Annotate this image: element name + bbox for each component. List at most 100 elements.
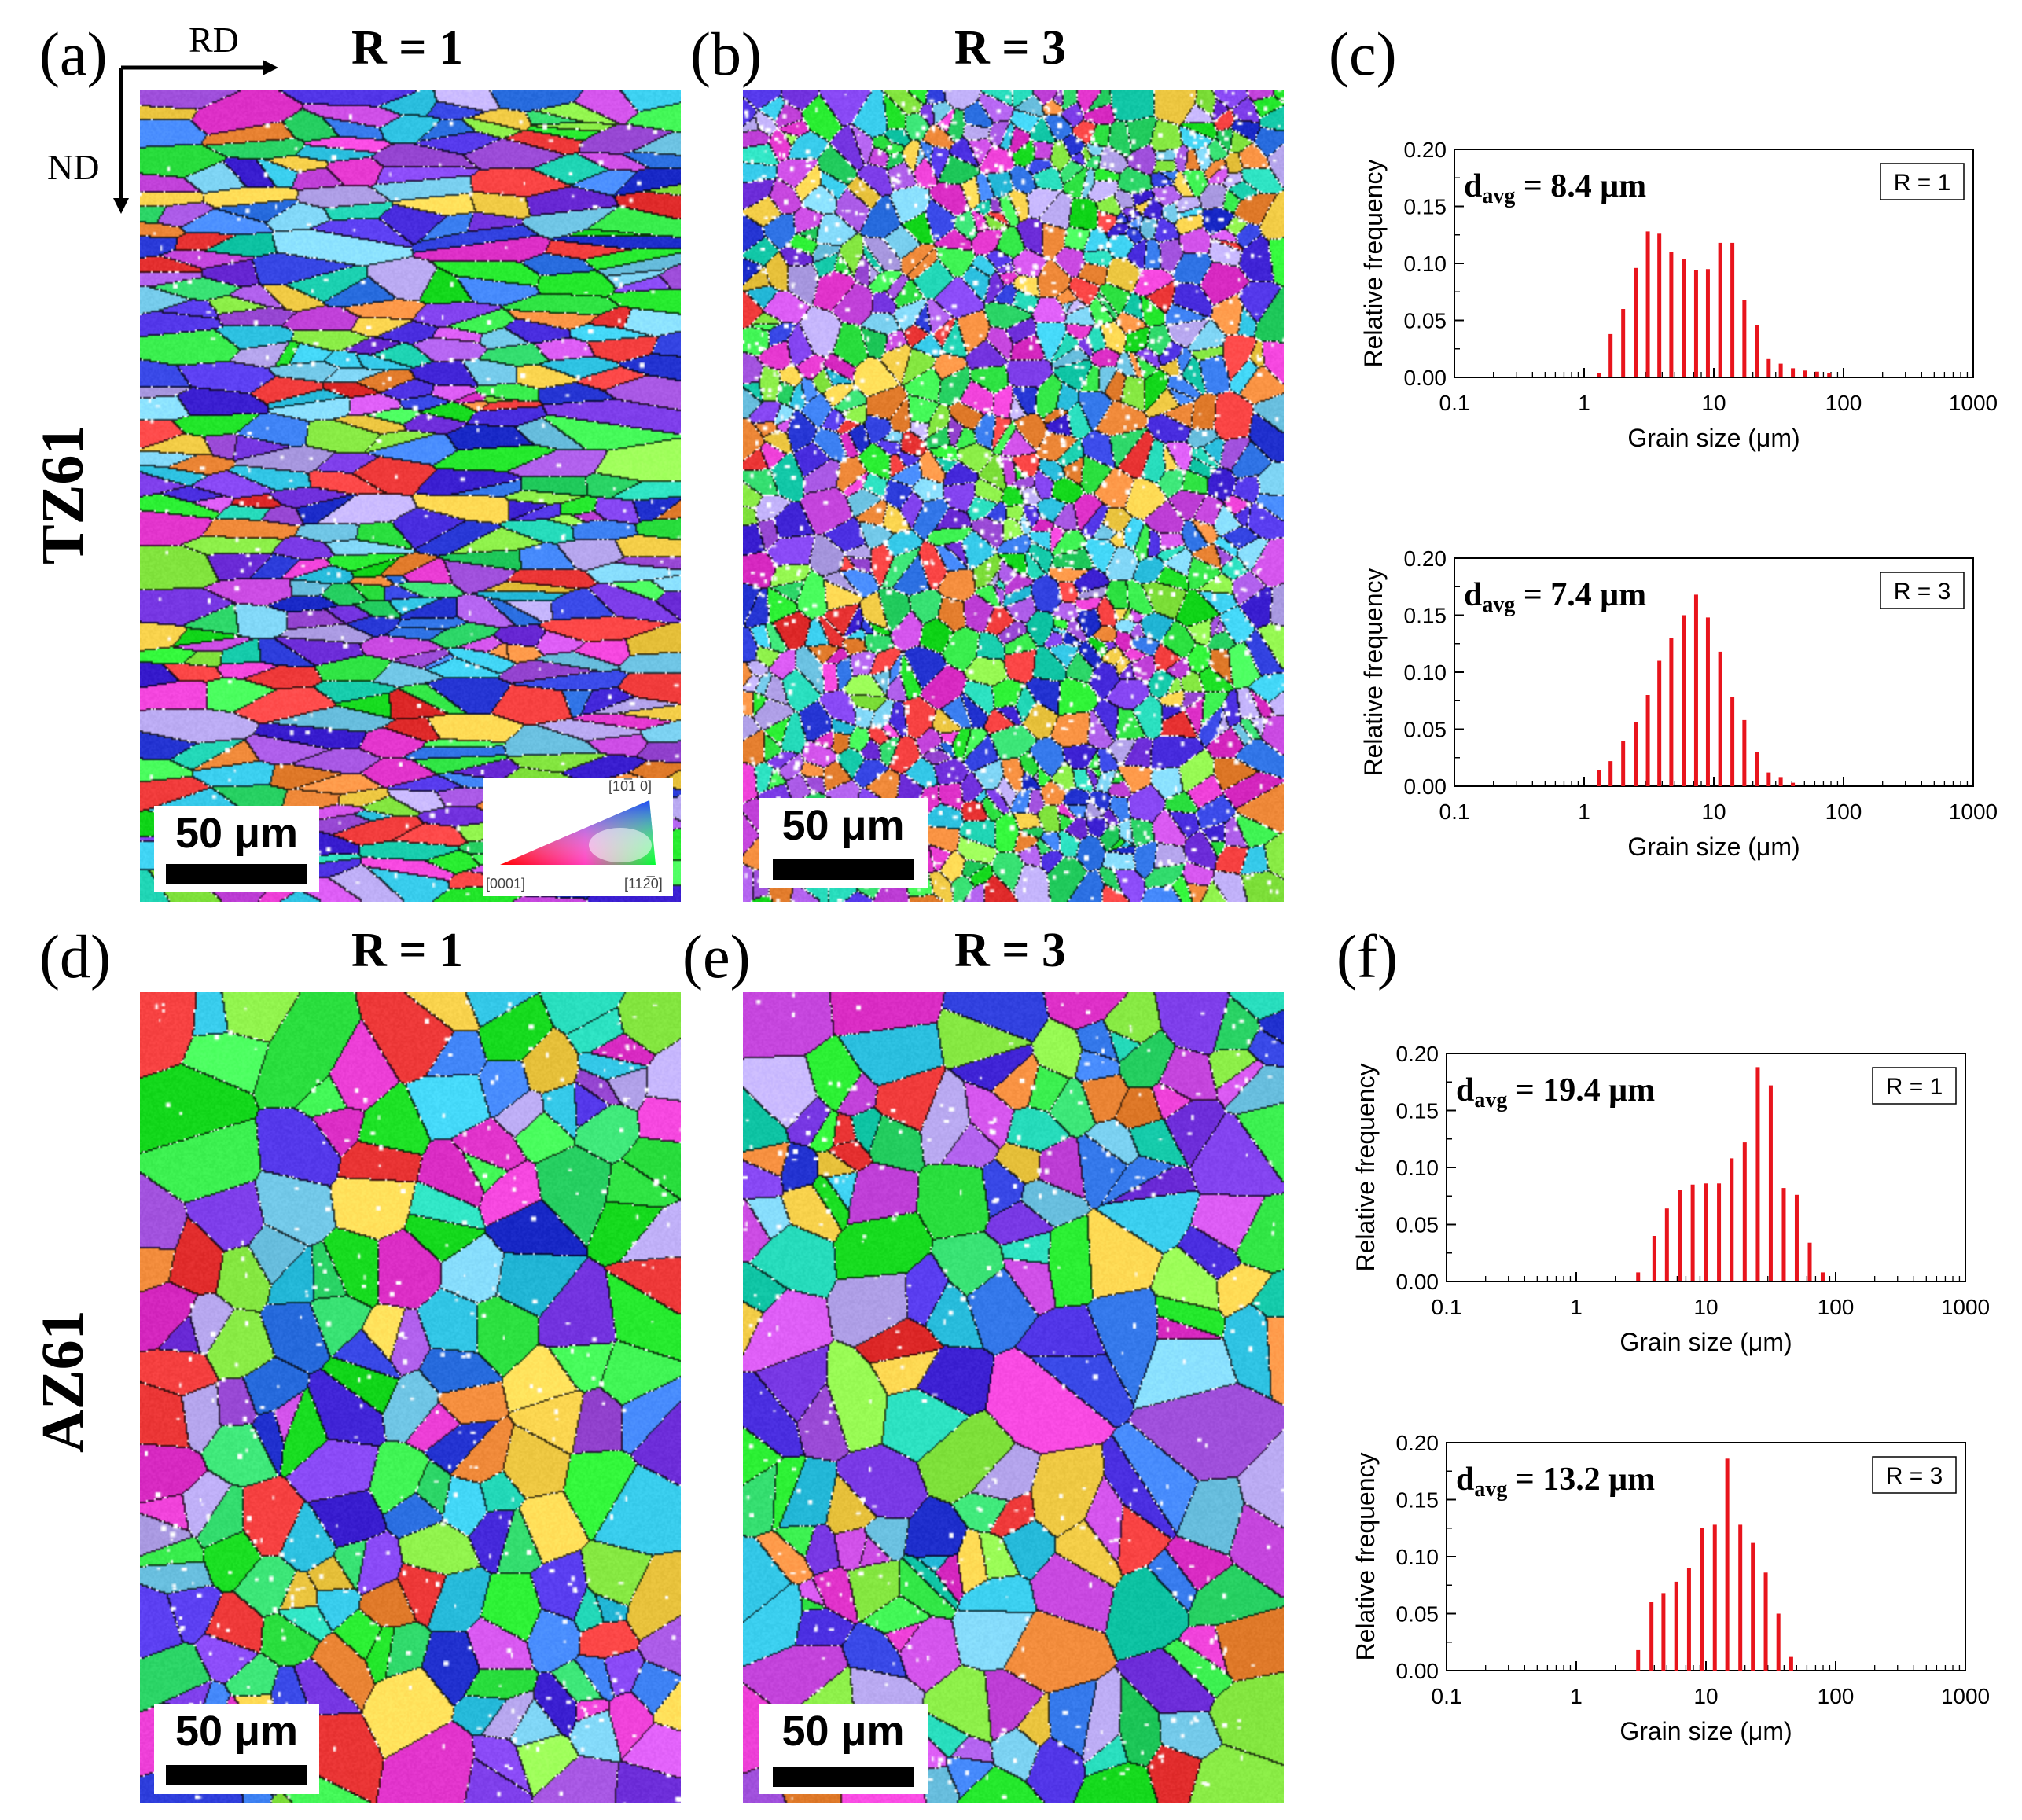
y-tick-label: 0.15 xyxy=(1404,195,1447,219)
legend-box: R = 1 xyxy=(1872,1067,1957,1105)
y-tick-label: 0.20 xyxy=(1396,1431,1439,1455)
scale-bar-line xyxy=(166,1765,307,1785)
histogram-svg: 0.00 0.05 0.10 0.15 0.20 0.1 1 10 100 1000 Grain s… xyxy=(1359,546,1998,861)
axes-arrows xyxy=(113,60,278,214)
axes-indicator: RD ND xyxy=(47,22,299,220)
map-title-e: R = 3 xyxy=(954,924,1067,977)
ebsd-map-d: 50 μm xyxy=(140,992,681,1803)
histogram-bar xyxy=(1718,651,1722,786)
histogram-bar xyxy=(1766,772,1771,786)
histogram-svg: 0.00 0.05 0.10 0.15 0.20 0.1 1 10 100 1000 Grain s… xyxy=(1359,138,1998,452)
y-axis-label: Relative frequency xyxy=(1351,1452,1380,1660)
map-title-a: R = 1 xyxy=(351,21,464,75)
x-tick-label: 0.1 xyxy=(1432,1295,1462,1319)
histogram-bar xyxy=(1669,252,1674,377)
avg-grain-size-annotation: davg = 13.2 μm xyxy=(1456,1462,1655,1502)
histogram-bar xyxy=(1682,259,1686,377)
histogram-svg: 0.00 0.05 0.10 0.15 0.20 0.1 1 10 100 1000 Grain s… xyxy=(1351,1431,1990,1745)
histogram-bar xyxy=(1705,617,1710,786)
x-axis-label: Grain size (μm) xyxy=(1619,1717,1792,1745)
histogram-bar xyxy=(1621,309,1626,377)
legend-label: R = 1 xyxy=(1894,170,1951,196)
y-axis-label: Relative frequency xyxy=(1359,159,1388,367)
histogram-bar xyxy=(1781,1188,1786,1281)
y-tick-label: 0.10 xyxy=(1396,1156,1439,1180)
panel-label-e: (e) xyxy=(682,922,751,991)
histogram-bar xyxy=(1608,761,1613,786)
histogram-bar xyxy=(1791,368,1796,377)
histogram-bar xyxy=(1649,1602,1654,1671)
histogram-bar xyxy=(1712,1524,1717,1671)
scale-bar-a: 50 μm xyxy=(154,806,319,892)
histogram-bar xyxy=(1768,1085,1773,1281)
scale-bar-b: 50 μm xyxy=(759,798,928,888)
histogram-bar xyxy=(1730,1158,1734,1281)
legend-box: R = 1 xyxy=(1880,163,1965,200)
histogram-bar xyxy=(1608,333,1613,377)
histogram-bar xyxy=(1634,722,1638,786)
y-tick-label: 0.10 xyxy=(1404,660,1447,685)
histogram-bar xyxy=(1776,1613,1781,1671)
ebsd-canvas-e xyxy=(743,992,1284,1803)
ebsd-canvas-b xyxy=(743,90,1284,902)
histogram-bar xyxy=(1693,270,1698,377)
histogram-bar xyxy=(1661,1593,1666,1671)
y-tick-label: 0.00 xyxy=(1396,1659,1439,1683)
histogram-bar xyxy=(1766,358,1771,377)
histogram-bar xyxy=(1755,1067,1760,1281)
histogram-bar xyxy=(1704,1183,1708,1281)
y-tick-label: 0.00 xyxy=(1404,366,1447,390)
histogram-bar xyxy=(1730,697,1735,786)
panel-label-b: (b) xyxy=(690,20,762,88)
histogram-bar xyxy=(1738,1524,1743,1671)
ebsd-map-b: 50 μm xyxy=(743,90,1284,902)
avg-grain-size-annotation: davg = 8.4 μm xyxy=(1464,168,1646,208)
histogram-bar xyxy=(1597,770,1601,786)
histogram-bar xyxy=(1700,1528,1704,1671)
y-tick-label: 0.00 xyxy=(1396,1270,1439,1294)
histogram-bar xyxy=(1718,242,1722,377)
scale-bar-line xyxy=(773,859,914,880)
y-tick-label: 0.05 xyxy=(1396,1602,1439,1627)
histogram-bar xyxy=(1820,1272,1825,1281)
scale-bar-label: 50 μm xyxy=(175,810,299,857)
histogram-f-top: 0.00 0.05 0.10 0.15 0.20 0.1 1 10 100 1000 Grain s… xyxy=(1329,1038,2005,1376)
histogram-bar xyxy=(1742,300,1747,377)
x-tick-label: 1 xyxy=(1570,1684,1583,1708)
ebsd-map-e: 50 μm xyxy=(743,992,1284,1803)
histogram-bar xyxy=(1742,1142,1747,1281)
avg-grain-size-annotation: davg = 19.4 μm xyxy=(1456,1072,1655,1112)
histogram-bar xyxy=(1621,741,1626,786)
histogram-bar xyxy=(1652,1236,1656,1281)
histogram-bar xyxy=(1682,615,1686,786)
histogram-bar xyxy=(1664,1208,1669,1281)
panel-label-a: (a) xyxy=(39,20,108,88)
ebsd-canvas-a xyxy=(140,90,681,902)
y-tick-label: 0.10 xyxy=(1396,1545,1439,1569)
map-title-d: R = 1 xyxy=(351,924,464,977)
x-tick-label: 100 xyxy=(1825,391,1862,415)
x-tick-label: 1 xyxy=(1570,1295,1583,1319)
x-tick-label: 0.1 xyxy=(1439,800,1470,824)
y-axis-label: Relative frequency xyxy=(1359,568,1388,776)
histogram-bar xyxy=(1690,1184,1695,1281)
y-tick-label: 0.20 xyxy=(1396,1042,1439,1066)
panel-label-d: (d) xyxy=(39,922,111,991)
histogram-bar xyxy=(1789,1656,1793,1671)
histogram-bar xyxy=(1751,1542,1755,1671)
y-tick-label: 0.15 xyxy=(1396,1099,1439,1123)
y-tick-label: 0.00 xyxy=(1404,774,1447,799)
histogram-bar xyxy=(1814,371,1819,377)
x-tick-label: 1000 xyxy=(1941,1295,1990,1319)
histogram-bar xyxy=(1634,267,1638,377)
x-tick-label: 100 xyxy=(1825,800,1862,824)
histogram-bar xyxy=(1678,1190,1682,1281)
histogram-c-top: 0.00 0.05 0.10 0.15 0.20 0.1 1 10 100 1000 Grain s… xyxy=(1336,134,2005,472)
histogram-svg: 0.00 0.05 0.10 0.15 0.20 0.1 1 10 100 1000 Grain s… xyxy=(1351,1042,1990,1356)
scale-bar-line xyxy=(773,1767,914,1787)
x-tick-label: 1 xyxy=(1578,391,1590,415)
x-tick-label: 0.1 xyxy=(1432,1684,1462,1708)
x-tick-label: 1000 xyxy=(1949,800,1998,824)
histogram-bar xyxy=(1794,1194,1799,1281)
x-axis-label: Grain size (μm) xyxy=(1627,833,1800,861)
